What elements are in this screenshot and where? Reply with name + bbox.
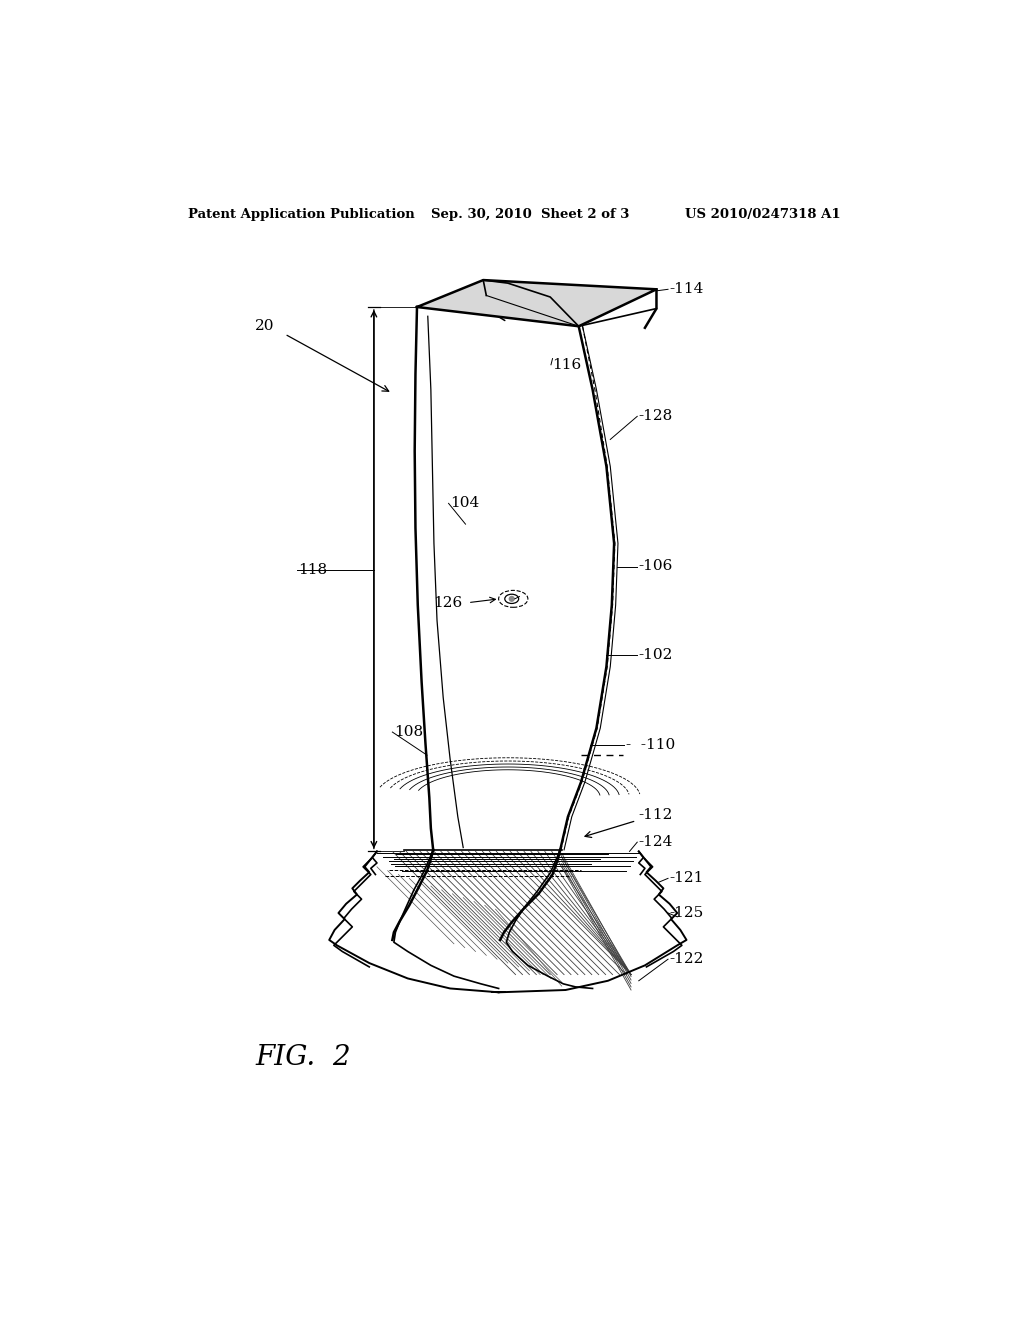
Text: 108: 108 <box>394 725 423 739</box>
Text: 118: 118 <box>298 564 328 577</box>
Text: 104: 104 <box>451 496 479 511</box>
Text: 116: 116 <box>553 358 582 372</box>
Text: -124: -124 <box>639 836 673 849</box>
Text: -102: -102 <box>639 648 673 663</box>
Text: FIG.  2: FIG. 2 <box>255 1044 351 1072</box>
Text: US 2010/0247318 A1: US 2010/0247318 A1 <box>685 209 841 222</box>
Text: Patent Application Publication: Patent Application Publication <box>188 209 415 222</box>
Circle shape <box>509 595 515 602</box>
Polygon shape <box>417 280 656 326</box>
Text: Sep. 30, 2010  Sheet 2 of 3: Sep. 30, 2010 Sheet 2 of 3 <box>431 209 629 222</box>
Text: 126: 126 <box>433 595 463 610</box>
Text: -  -110: - -110 <box>626 738 675 752</box>
Text: -128: -128 <box>639 409 673 424</box>
Text: -106: -106 <box>639 560 673 573</box>
Text: -112: -112 <box>639 808 673 822</box>
Text: -121: -121 <box>670 871 703 886</box>
Text: -122: -122 <box>670 952 703 966</box>
Text: -125: -125 <box>670 906 703 920</box>
Text: -114: -114 <box>670 282 703 296</box>
Text: 20: 20 <box>255 319 274 333</box>
